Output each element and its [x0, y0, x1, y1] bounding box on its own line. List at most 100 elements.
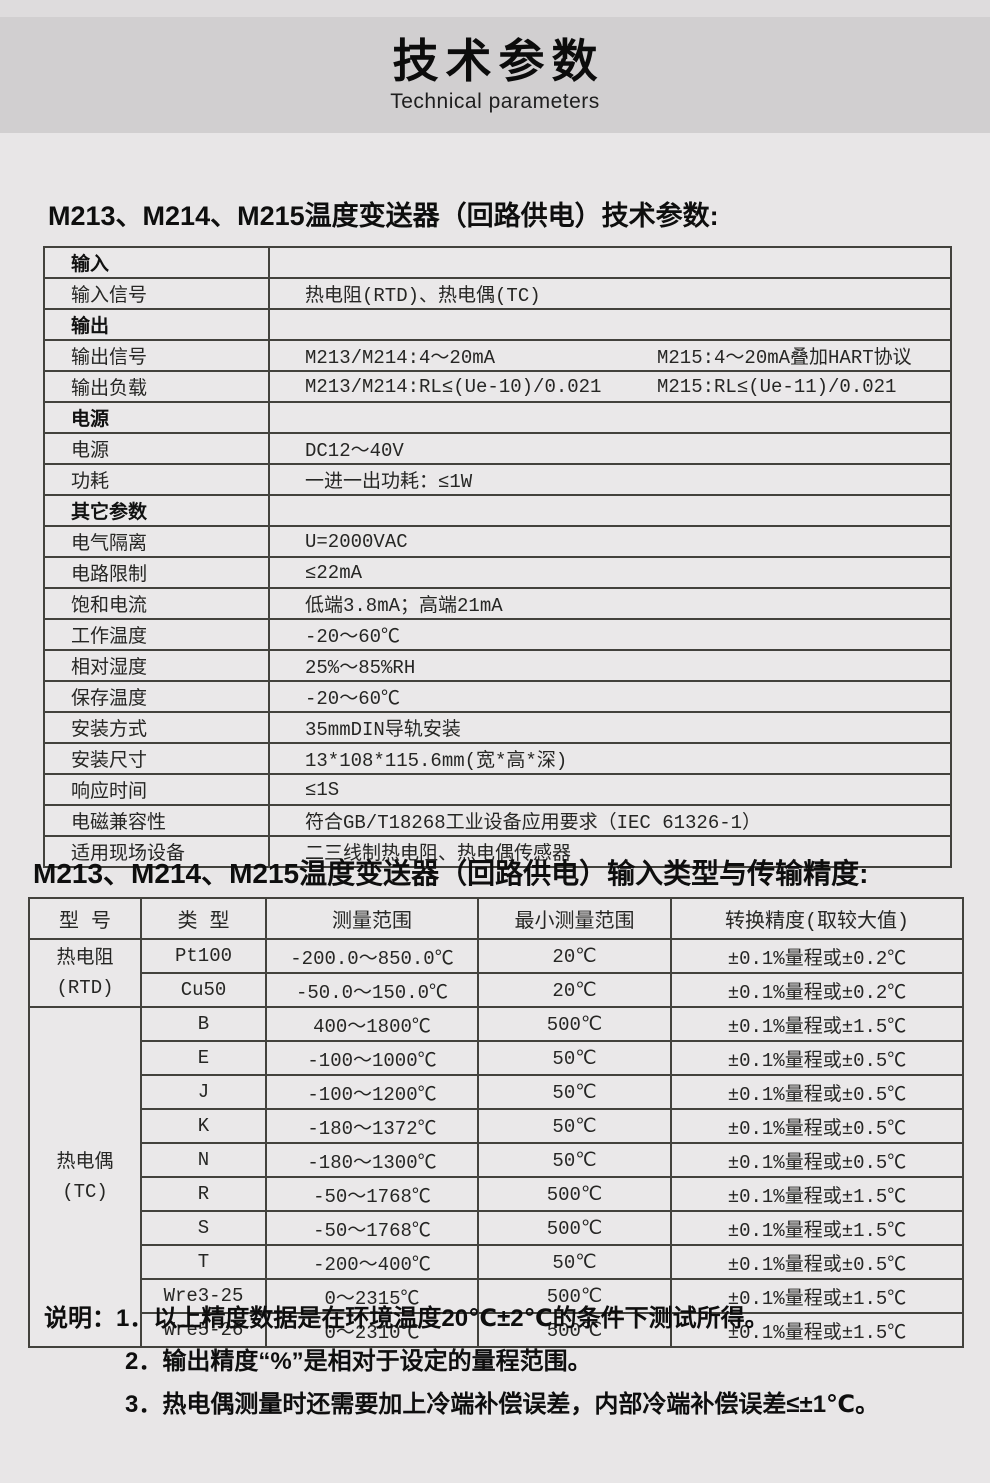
accuracy-cell: ±0.1%量程或±1.5℃	[670, 1006, 964, 1042]
type-cell: N	[140, 1142, 267, 1178]
param-value-part: M215:RL≤(Ue-11)/0.021	[657, 375, 897, 398]
section2-heading: M213、M214、M215温度变送器（回路供电）输入类型与传输精度:	[33, 858, 869, 889]
param-row: 电路限制 ≤22mA	[43, 556, 952, 589]
param-label-cell: 其它参数	[43, 494, 270, 527]
param-label-cell: 保存温度	[43, 680, 270, 713]
param-value-cell: 13*108*115.6mm(宽*高*深)	[268, 742, 952, 775]
section-row: 其它参数	[43, 494, 952, 527]
input-types-accuracy-table: 型 号类 型测量范围 最小测量范围 转换精度(取较大值) 热电阻 (RTD) Pt100…	[28, 897, 964, 1348]
note-line: 3．热电偶测量时还需要加上冷端补偿误差，内部冷端补偿误差≤±1℃。	[125, 1389, 879, 1421]
column-header: 测量范围	[265, 897, 479, 940]
param-label-cell: 相对湿度	[43, 649, 270, 682]
param-value-cell	[268, 308, 952, 341]
model-code: (RTD)	[56, 977, 114, 999]
param-row: 电磁兼容性 符合GB/T18268工业设备应用要求（IEC 61326-1）	[43, 804, 952, 837]
param-value-cell: 二三线制热电阻、热电偶传感器	[268, 835, 952, 868]
param-label-cell: 响应时间	[43, 773, 270, 806]
notes: 说明：1．以上精度数据是在环境温度20℃±2℃的条件下测试所得。 2．输出精度“%…	[44, 1303, 879, 1432]
param-value-cell: U=2000VAC	[268, 525, 952, 558]
param-value-cell: 35mmDIN导轨安装	[268, 711, 952, 744]
param-value-cell: 一进一出功耗：≤1W	[268, 463, 952, 496]
min-range-cell: 50℃	[477, 1040, 672, 1076]
range-cell: 400～1800℃	[265, 1006, 479, 1042]
table-row: 热电阻 (RTD) Pt100 -200.0～850.0℃ 20℃ ±0.1%量程或±0.…	[28, 938, 964, 1008]
param-value-cell: 热电阻(RTD)、热电偶(TC)	[268, 277, 952, 310]
range-cell: -50.0～150.0℃	[265, 972, 479, 1008]
top-strip	[0, 0, 990, 17]
table-row: N -180～1300℃ 50℃ ±0.1%量程或±0.5℃	[29, 1142, 964, 1178]
min-range-cell: 50℃	[477, 1244, 672, 1280]
param-row: 功耗 一进一出功耗：≤1W	[43, 463, 952, 496]
type-cell: T	[140, 1244, 267, 1280]
type-cell: R	[140, 1176, 267, 1212]
param-label-cell: 电气隔离	[43, 525, 270, 558]
accuracy-cell: ±0.1%量程或±0.2℃	[670, 972, 964, 1008]
range-cell: -200.0～850.0℃	[265, 938, 479, 974]
range-cell: -200～400℃	[265, 1244, 479, 1280]
param-label-cell: 输入	[43, 246, 270, 279]
param-value-cell: ≤22mA	[268, 556, 952, 589]
header-row: 型 号类 型测量范围 最小测量范围 转换精度(取较大值)	[28, 897, 964, 940]
model-cell: 热电阻 (RTD)	[28, 938, 142, 1008]
min-range-cell: 50℃	[477, 1108, 672, 1144]
param-row: 保存温度 -20～60℃	[43, 680, 952, 713]
accuracy-cell: ±0.1%量程或±1.5℃	[670, 1312, 964, 1348]
min-range-cell: 20℃	[477, 938, 672, 974]
accuracy-cell: ±0.1%量程或±0.5℃	[670, 1074, 964, 1110]
table-row: K -180～1372℃ 50℃ ±0.1%量程或±0.5℃	[29, 1108, 964, 1144]
min-range-cell: 500℃	[477, 1278, 672, 1314]
table-row: Wre3-25 0～2315℃ 500℃ ±0.1%量程或±1.5℃	[29, 1278, 964, 1314]
section-row: 输出	[43, 308, 952, 341]
model-cell: 热电偶 (TC)	[28, 1006, 142, 1348]
tech-params-table-body: 输入 输入信号 热电阻(RTD)、热电偶(TC) 输出 输出信号 M213/M214:4～…	[43, 246, 952, 868]
param-label-cell: 输出	[43, 308, 270, 341]
table-row: R -50～1768℃ 500℃ ±0.1%量程或±1.5℃	[29, 1176, 964, 1212]
model-name: 热电偶	[56, 1151, 114, 1173]
param-label-cell: 功耗	[43, 463, 270, 496]
min-range-cell: 20℃	[477, 972, 672, 1008]
param-label-cell: 输出信号	[43, 339, 270, 372]
notes-label: 说明：	[44, 1305, 116, 1332]
column-header: 型 号	[28, 897, 142, 940]
section-row: 输入	[43, 246, 952, 279]
accuracy-cell: ±0.1%量程或±0.5℃	[670, 1108, 964, 1144]
param-row: 输出负载 M213/M214:RL≤(Ue-10)/0.021 M215:RL≤(U…	[43, 370, 952, 403]
accuracy-cell: ±0.1%量程或±1.5℃	[670, 1210, 964, 1246]
param-value-cell: DC12～40V	[268, 432, 952, 465]
range-cell: 0～2310℃	[265, 1312, 479, 1348]
column-header: 类 型	[140, 897, 267, 940]
min-range-cell: 500℃	[477, 1176, 672, 1212]
param-value-cell	[268, 494, 952, 527]
type-cell: J	[140, 1074, 267, 1110]
param-label-cell: 电路限制	[43, 556, 270, 589]
param-row: 电源 DC12～40V	[43, 432, 952, 465]
section-row: 电源	[43, 401, 952, 434]
note-text: 2．输出精度“%”是相对于设定的量程范围。	[125, 1348, 592, 1375]
min-range-cell: 500℃	[477, 1312, 672, 1348]
note-line: 说明：1．以上精度数据是在环境温度20℃±2℃的条件下测试所得。	[44, 1303, 879, 1335]
param-label-cell: 安装方式	[43, 711, 270, 744]
range-cell: -100～1200℃	[265, 1074, 479, 1110]
param-row: 安装方式 35mmDIN导轨安装	[43, 711, 952, 744]
param-row: 输出信号 M213/M214:4～20mA M215:4～20mA叠加HART协议	[43, 339, 952, 372]
range-cell: -50～1768℃	[265, 1210, 479, 1246]
accuracy-cell: ±0.1%量程或±1.5℃	[670, 1278, 964, 1314]
accuracy-cell: ±0.1%量程或±0.5℃	[670, 1142, 964, 1178]
param-value-cell: M213/M214:RL≤(Ue-10)/0.021 M215:RL≤(Ue-11…	[268, 370, 952, 403]
range-cell: -100～1000℃	[265, 1040, 479, 1076]
param-row: 响应时间 ≤1S	[43, 773, 952, 806]
range-cell: -50～1768℃	[265, 1176, 479, 1212]
table-row: Cu50 -50.0～150.0℃ 20℃ ±0.1%量程或±0.2℃	[29, 972, 964, 1008]
table-row: 热电偶 (TC) B 400～1800℃ 500℃ ±0.1%量程或±1.5℃	[28, 1006, 964, 1348]
param-label-cell: 饱和电流	[43, 587, 270, 620]
accuracy-cell: ±0.1%量程或±0.5℃	[670, 1244, 964, 1280]
range-cell: -180～1300℃	[265, 1142, 479, 1178]
accuracy-cell: ±0.1%量程或±1.5℃	[670, 1176, 964, 1212]
param-value-cell: 符合GB/T18268工业设备应用要求（IEC 61326-1）	[268, 804, 952, 837]
range-cell: -180～1372℃	[265, 1108, 479, 1144]
param-row: 相对湿度 25%～85%RH	[43, 649, 952, 682]
note-text: 3．热电偶测量时还需要加上冷端补偿误差，内部冷端补偿误差≤±1℃。	[125, 1391, 880, 1418]
table-row: T -200～400℃ 50℃ ±0.1%量程或±0.5℃	[29, 1244, 964, 1280]
tech-params-table: 输入 输入信号 热电阻(RTD)、热电偶(TC) 输出 输出信号 M213/M214:4～…	[43, 246, 952, 868]
param-label-cell: 电磁兼容性	[43, 804, 270, 837]
